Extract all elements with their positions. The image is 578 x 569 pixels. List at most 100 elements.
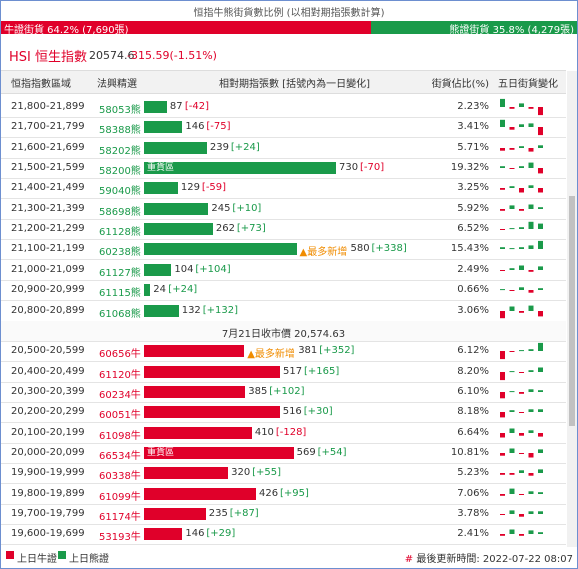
share: 0.66% [457,284,489,296]
warrant-code[interactable]: 60234牛 [99,389,141,401]
five-day-chart [500,162,543,174]
warrant-code[interactable]: 61115熊 [99,288,141,300]
daily-change: [+55] [252,467,282,479]
five-day-bar [538,188,543,193]
tag: 重貨區 [147,163,175,174]
five-day-bar [509,306,515,311]
range: 19,800-19,899 [11,487,85,499]
warrant-code[interactable]: 60656牛 [99,349,141,361]
warrant-code[interactable]: 60238熊 [99,247,141,259]
warrant-code[interactable]: 61098牛 [99,430,141,442]
five-day-chart [500,428,543,438]
close-price: 7月21日收市價 20,574.63 [221,328,346,340]
count: 320 [231,467,251,479]
daily-change: [+352] [319,345,355,357]
warrant-code[interactable]: 53193牛 [99,532,141,544]
five-day-bar [500,289,505,291]
five-day-chart [500,120,543,136]
five-day-bar [509,228,515,230]
daily-change: [+104] [195,263,231,275]
five-day-chart [500,265,543,272]
legend-label: 上日牛證 [17,554,57,565]
five-day-bar [509,488,515,494]
count: 235 [208,508,228,519]
five-day-bar [538,390,543,392]
table-row: 20,900-20,999 61115熊 24 [+24] 0.66% [1,280,566,302]
five-day-bar [500,247,505,250]
tag: ▲最多新增 [299,247,348,259]
five-day-bar [528,107,534,109]
five-day-bar [538,491,543,494]
share: 2.49% [457,263,489,275]
warrant-code[interactable]: 61127熊 [99,267,141,279]
daily-change: [+95] [280,487,309,499]
five-day-bar [528,409,534,413]
daily-change: [+30] [303,406,333,418]
warrant-code[interactable]: 60051牛 [99,410,141,422]
five-day-bar [509,370,515,372]
warrant-code[interactable]: 61099牛 [99,491,141,503]
five-day-bar [500,534,505,537]
range: 20,000-20,099 [11,446,85,458]
index-name: HSI 恒生指數 [9,50,87,65]
tag: ▲最多新增 [247,349,295,361]
warrant-code[interactable]: 58388熊 [99,125,141,137]
update-time: # 最後更新時間: 2022-07-22 08:07 [405,550,573,565]
warrant-code[interactable]: 58698熊 [99,206,141,218]
warrant-code[interactable]: 61120牛 [99,369,141,381]
five-day-bar [528,429,534,433]
five-day-bar [538,511,543,514]
count: 239 [209,141,229,153]
warrant-code[interactable]: 58202熊 [99,145,141,157]
five-day-bar [528,123,534,128]
five-day-bar [509,410,515,413]
share: 2.41% [457,528,489,540]
bar [144,365,280,378]
warrant-code[interactable]: 58200熊 [99,166,141,178]
five-day-bar [538,241,543,250]
five-day-bar [519,534,524,537]
five-day-chart [500,343,543,360]
index-change: -315.59(-1.51%) [127,49,217,62]
five-day-bar [528,369,534,372]
five-day-bar [528,452,534,458]
scrollbar[interactable] [567,71,577,547]
warrant-code[interactable]: 60338牛 [99,471,141,483]
five-day-bar [528,147,534,152]
five-day-bar [519,350,524,352]
five-day-bar [519,166,524,169]
bar [144,243,297,256]
five-day-bar [500,493,505,496]
count: 146 [185,528,205,540]
daily-change: [+10] [232,202,262,214]
five-day-bar [509,448,515,453]
range: 20,500-20,599 [11,345,85,357]
five-day-bar [519,470,524,474]
five-day-bar [509,168,515,170]
warrant-code[interactable]: 61128熊 [99,227,141,239]
count: 24 [153,284,167,296]
daily-change: [-70] [359,162,385,174]
five-day-bar [519,208,524,211]
range: 21,100-21,199 [11,243,85,255]
range: 19,900-19,999 [11,467,85,479]
warrant-code[interactable]: 61068熊 [99,308,141,320]
bar [144,263,172,276]
five-day-bar [500,188,505,191]
warrant-code[interactable]: 61174牛 [99,512,141,523]
count: 410 [254,426,274,438]
table-row: 20,200-20,299 60051牛 516 [+30] 8.18% [1,402,566,424]
warrant-code[interactable]: 59040熊 [99,186,141,198]
warrant-code[interactable]: 58053熊 [99,105,141,116]
five-day-bar [500,514,505,515]
bar [144,223,213,236]
table-row: 19,900-19,999 60338牛 320 [+55] 5.23% [1,463,566,485]
index-price: 20574.6 [89,49,135,62]
warrant-code[interactable]: 66534牛 [99,450,141,462]
share: 3.41% [457,121,489,133]
five-day-bar [519,391,524,394]
five-day-bar [538,449,543,453]
five-day-bar [500,391,505,399]
bar [144,345,245,358]
share: 6.12% [457,345,489,357]
